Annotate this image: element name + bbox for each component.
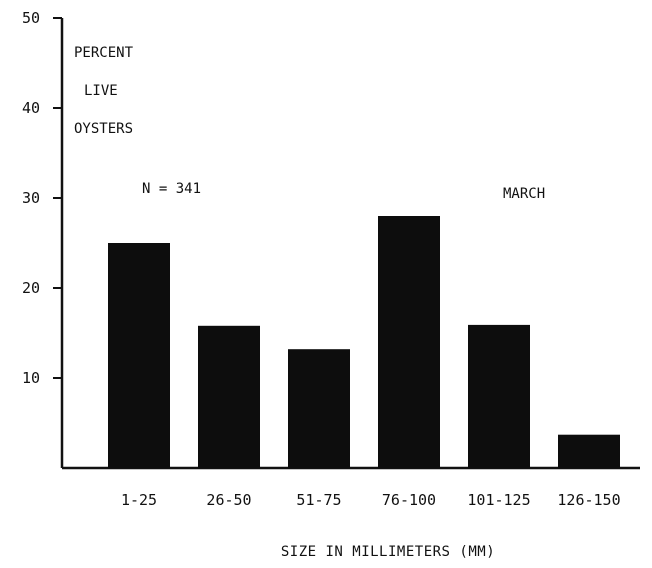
bar-126-150 [558, 434, 620, 468]
x-tick-label-101-125: 101-125 [467, 491, 530, 509]
bar-26-50 [198, 325, 260, 468]
x-tick-label-76-100: 76-100 [382, 491, 436, 509]
bar-76-100 [378, 216, 440, 468]
month-annotation: MARCH [503, 186, 545, 202]
y-tick-label-50: 50 [22, 9, 40, 27]
x-tick-label-1-25: 1-25 [121, 491, 157, 509]
ylabel-line-oysters: OYSTERS [74, 121, 133, 137]
y-tick-label-40: 40 [22, 99, 40, 117]
ylabel-line-percent: PERCENT [74, 45, 134, 61]
bar-51-75 [288, 349, 350, 468]
x-tick-label-51-75: 51-75 [296, 491, 341, 509]
bar-1-25 [108, 243, 170, 468]
ylabel-line-live: LIVE [84, 83, 118, 99]
x-axis-title: SIZE IN MILLIMETERS (MM) [281, 544, 495, 560]
x-tick-labels: 1-25 26-50 51-75 76-100 101-125 126-150 [121, 491, 621, 509]
x-tick-label-126-150: 126-150 [557, 491, 620, 509]
sample-size-annotation: N = 341 [142, 181, 201, 197]
y-tick-label-10: 10 [22, 369, 40, 387]
x-tick-label-26-50: 26-50 [206, 491, 251, 509]
y-tick-label-30: 30 [22, 189, 40, 207]
bar-101-125 [468, 324, 530, 468]
bars [108, 216, 620, 468]
y-tick-label-20: 20 [22, 279, 40, 297]
y-ticks: 10 20 30 40 50 [22, 9, 62, 387]
